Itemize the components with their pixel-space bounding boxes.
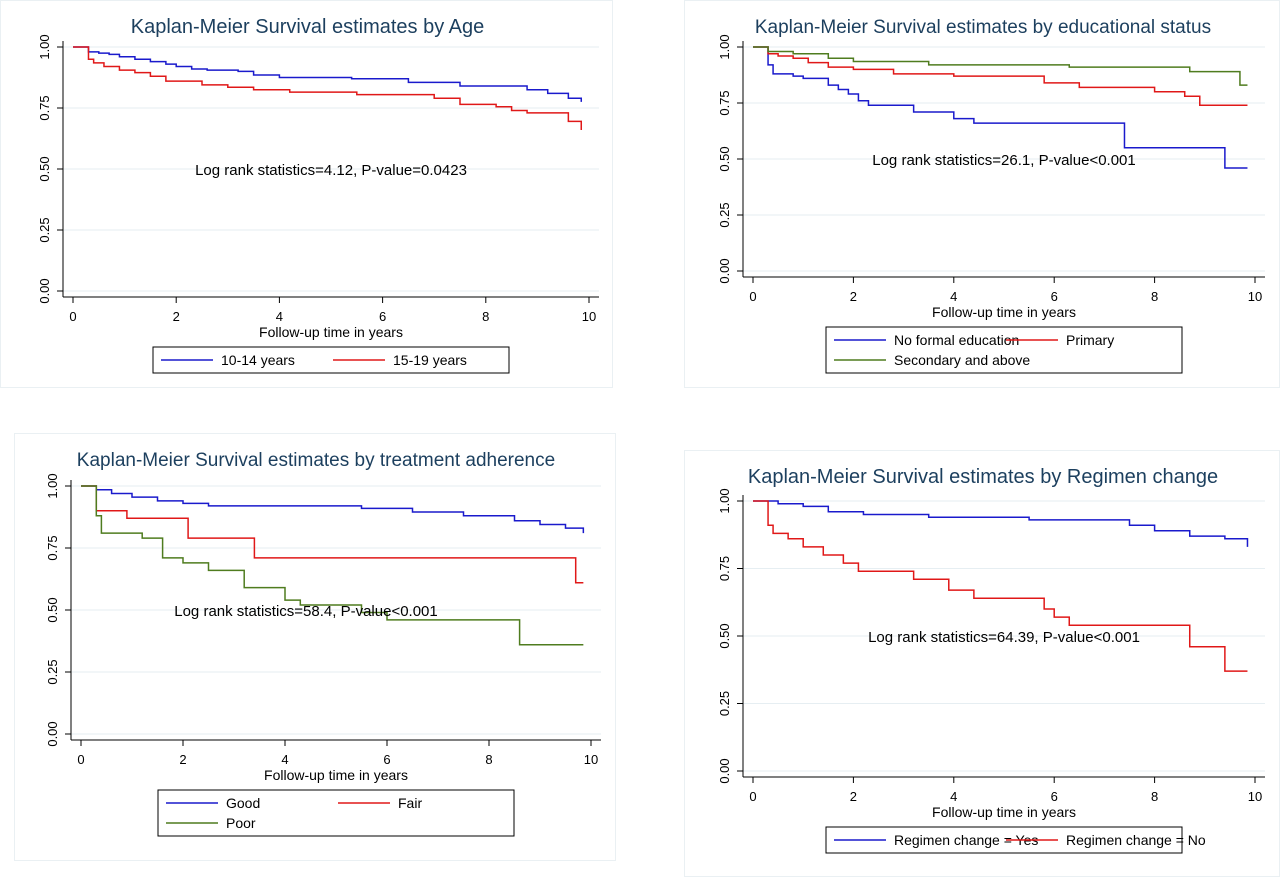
x-tick-label: 4 [950, 789, 957, 804]
x-axis-label: Follow-up time in years [264, 767, 408, 783]
legend-label: Good [226, 795, 260, 811]
km-chart-age: Kaplan-Meier Survival estimates by Age 0.… [37, 16, 599, 374]
x-tick-label: 0 [69, 309, 76, 324]
km-chart-education: Kaplan-Meier Survival estimates by educa… [717, 17, 1265, 374]
y-tick-label: 0.75 [37, 95, 52, 120]
legend-box [825, 326, 1183, 374]
x-tick-label: 0 [749, 789, 756, 804]
legend-label: 10-14 years [221, 352, 295, 368]
y-tick-label: 0.25 [37, 217, 52, 242]
y-tick-label: 0.25 [717, 691, 732, 716]
chart-title: Kaplan-Meier Survival estimates by educa… [755, 17, 1211, 38]
log-rank-annotation: Log rank statistics=4.12, P-value=0.0423 [195, 162, 467, 179]
km-panel-education: Kaplan-Meier Survival estimates by educa… [684, 0, 1280, 388]
km-panel-regimen: Kaplan-Meier Survival estimates by Regim… [684, 450, 1280, 877]
x-axis-label: Follow-up time in years [932, 304, 1076, 320]
x-tick-label: 6 [1051, 789, 1058, 804]
y-tick-label: 0.00 [717, 258, 732, 283]
x-tick-label: 2 [850, 289, 857, 304]
x-tick-label: 8 [482, 309, 489, 324]
y-tick-label: 0.50 [717, 146, 732, 171]
x-tick-label: 10 [584, 752, 598, 767]
x-tick-label: 6 [379, 309, 386, 324]
x-tick-label: 6 [1051, 289, 1058, 304]
chart-title: Kaplan-Meier Survival estimates by Age [131, 16, 485, 38]
survival-curve-10-14-years [73, 46, 583, 102]
x-tick-label: 2 [850, 789, 857, 804]
y-tick-label: 1.00 [717, 34, 732, 59]
y-tick-label: 1.00 [717, 488, 732, 513]
x-tick-label: 0 [749, 289, 756, 304]
survival-curve-no-formal-education [753, 46, 1248, 169]
y-tick-label: 1.00 [45, 473, 60, 498]
survival-curve-secondary-and-above [753, 46, 1248, 86]
x-tick-label: 8 [485, 752, 492, 767]
chart-title: Kaplan-Meier Survival estimates by treat… [77, 450, 555, 471]
survival-curve-primary [753, 46, 1248, 106]
x-tick-label: 2 [179, 752, 186, 767]
survival-curve-fair [81, 485, 584, 584]
y-tick-label: 0.00 [37, 278, 52, 303]
log-rank-annotation: Log rank statistics=64.39, P-value<0.001 [868, 629, 1140, 646]
x-tick-label: 4 [950, 289, 957, 304]
survival-curve-15-19-years [73, 46, 583, 130]
legend-label: Secondary and above [894, 352, 1030, 368]
x-tick-label: 2 [173, 309, 180, 324]
km-panel-age: Kaplan-Meier Survival estimates by Age 0.… [0, 0, 613, 388]
km-panel-adherence: Kaplan-Meier Survival estimates by treat… [14, 433, 616, 861]
x-tick-label: 10 [582, 309, 596, 324]
y-tick-label: 0.75 [717, 90, 732, 115]
y-tick-label: 0.25 [45, 659, 60, 684]
log-rank-annotation: Log rank statistics=26.1, P-value<0.001 [872, 152, 1136, 169]
survival-curve-good [81, 485, 585, 534]
survival-curve-regimen-change-yes [753, 500, 1249, 547]
y-tick-label: 1.00 [37, 34, 52, 59]
y-tick-label: 0.75 [45, 535, 60, 560]
log-rank-annotation: Log rank statistics=58.4, P-value<0.001 [174, 603, 438, 620]
legend-label: Regimen change = No [1066, 832, 1206, 848]
x-tick-label: 0 [77, 752, 84, 767]
legend-label: 15-19 years [393, 352, 467, 368]
x-tick-label: 4 [281, 752, 288, 767]
x-axis-label: Follow-up time in years [932, 804, 1076, 820]
x-tick-label: 6 [383, 752, 390, 767]
survival-curve-regimen-change-no [753, 500, 1248, 672]
y-tick-label: 0.50 [37, 156, 52, 181]
legend-label: Regimen change = Yes [894, 832, 1038, 848]
x-tick-label: 10 [1248, 289, 1262, 304]
survival-curve-poor [81, 485, 584, 646]
y-tick-label: 0.00 [717, 758, 732, 783]
y-tick-label: 0.50 [45, 597, 60, 622]
x-tick-label: 4 [276, 309, 283, 324]
legend-label: Fair [398, 795, 422, 811]
y-tick-label: 0.50 [717, 623, 732, 648]
y-tick-label: 0.25 [717, 202, 732, 227]
km-chart-regimen: Kaplan-Meier Survival estimates by Regim… [717, 466, 1265, 854]
y-tick-label: 0.75 [717, 556, 732, 581]
x-axis-label: Follow-up time in years [259, 324, 403, 340]
chart-title: Kaplan-Meier Survival estimates by Regim… [748, 466, 1218, 488]
legend-label: Poor [226, 815, 256, 831]
x-tick-label: 8 [1151, 789, 1158, 804]
legend-label: No formal education [894, 332, 1019, 348]
legend-label: Primary [1066, 332, 1114, 348]
km-chart-adherence: Kaplan-Meier Survival estimates by treat… [45, 450, 601, 837]
y-tick-label: 0.00 [45, 721, 60, 746]
legend-box [157, 789, 515, 837]
x-tick-label: 10 [1248, 789, 1262, 804]
x-tick-label: 8 [1151, 289, 1158, 304]
